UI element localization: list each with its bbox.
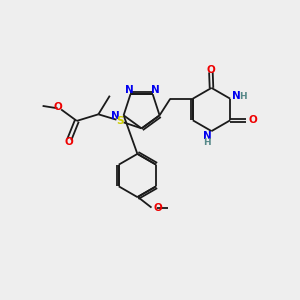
Text: N: N	[151, 85, 160, 95]
Text: S: S	[116, 116, 124, 126]
Text: O: O	[154, 202, 162, 213]
Text: O: O	[206, 64, 215, 75]
Text: H: H	[240, 92, 247, 101]
Text: N: N	[202, 131, 211, 141]
Text: N: N	[124, 85, 134, 95]
Text: H: H	[203, 138, 211, 147]
Text: O: O	[64, 137, 73, 147]
Text: N: N	[111, 111, 120, 121]
Text: O: O	[248, 115, 257, 125]
Text: N: N	[232, 91, 241, 101]
Text: O: O	[54, 101, 63, 112]
